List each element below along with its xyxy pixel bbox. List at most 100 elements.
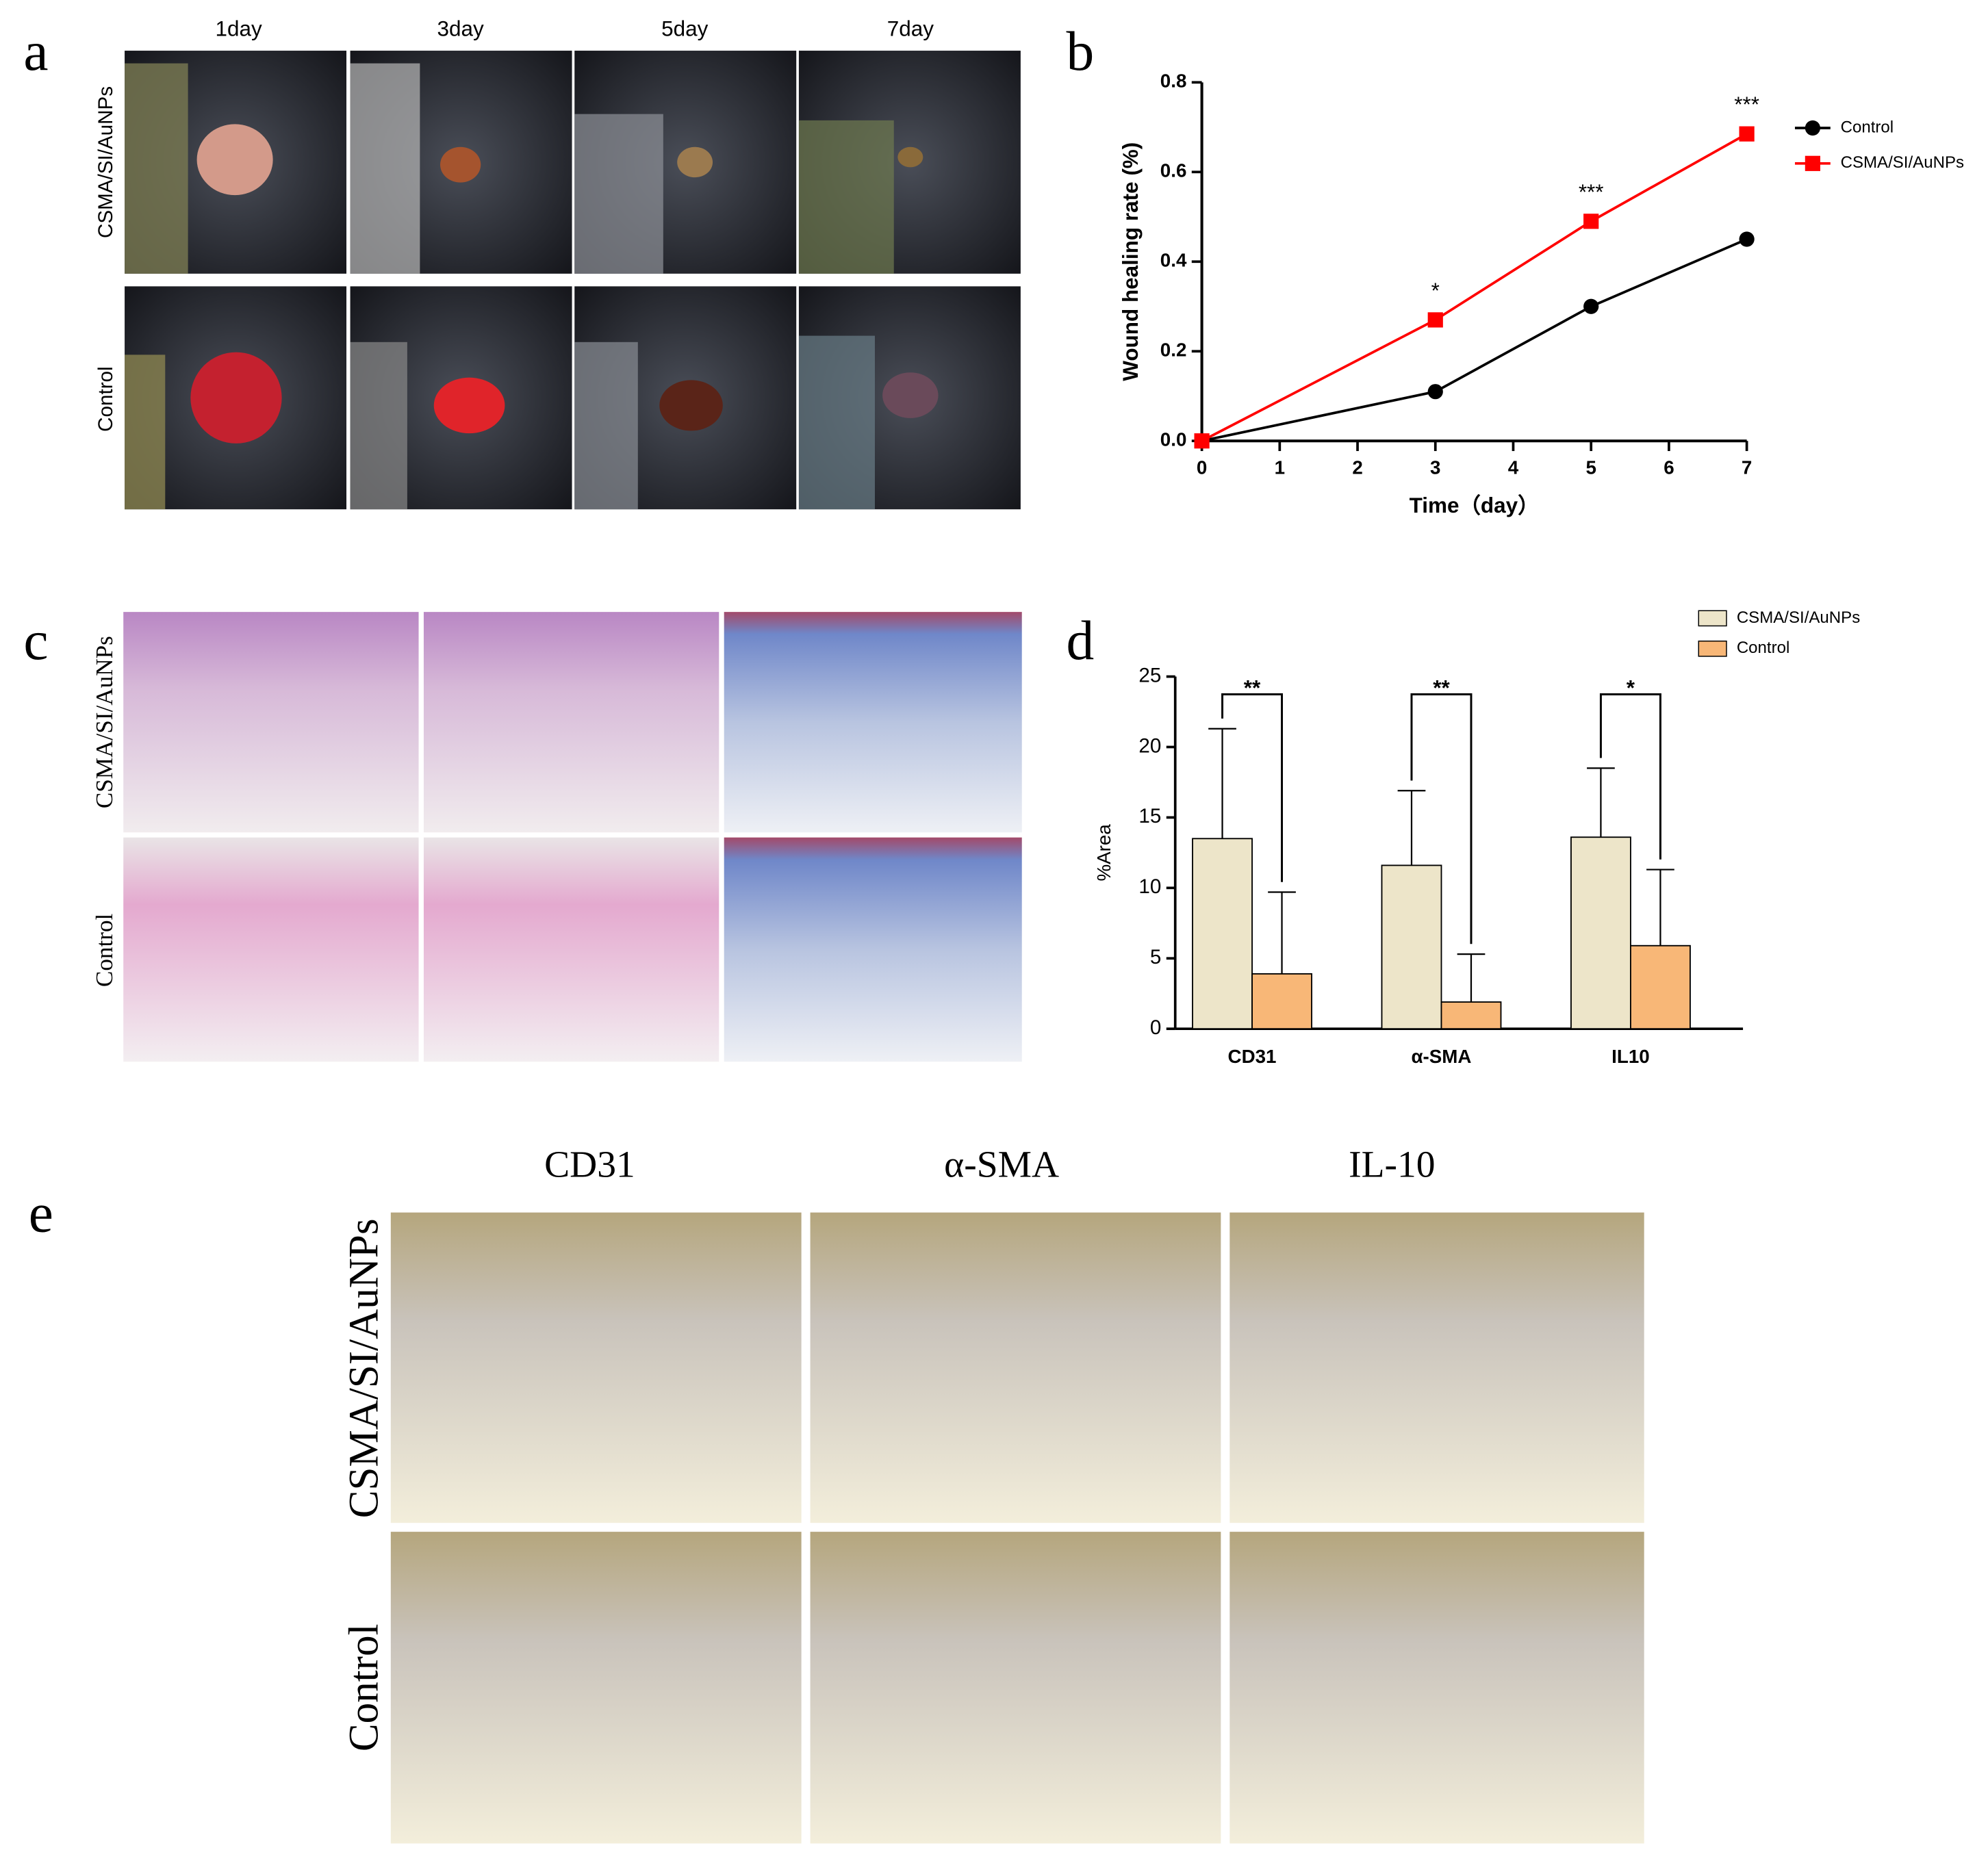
- panel-letter: a: [23, 20, 48, 82]
- y-tick-label: 25: [1138, 664, 1161, 686]
- ruler: [574, 342, 638, 510]
- x-tick-label: 4: [1508, 456, 1519, 478]
- bar: [1570, 836, 1631, 1030]
- y-tick-label: 0.0: [1160, 429, 1187, 450]
- panel-letter: b: [1067, 20, 1095, 82]
- photo: [724, 837, 1022, 1062]
- photo: [123, 837, 419, 1062]
- ruler: [574, 114, 663, 274]
- row-label: Control: [91, 913, 118, 987]
- y-tick-label: 10: [1138, 875, 1161, 898]
- row-label: Control: [94, 366, 117, 431]
- x-tick-label: 2: [1352, 456, 1362, 478]
- legend-label: Control: [1737, 639, 1790, 657]
- significance-bracket: [1410, 693, 1473, 944]
- wound: [677, 146, 713, 178]
- y-tick-label: 5: [1150, 946, 1161, 968]
- photo: [423, 837, 719, 1062]
- wound: [882, 372, 939, 418]
- bar: [1381, 864, 1442, 1030]
- column-label: 7day: [887, 17, 934, 41]
- column-label: α-SMA: [944, 1144, 1059, 1186]
- row-label: CSMA/SI/AuNPs: [342, 1218, 387, 1518]
- legend-marker: [1805, 120, 1820, 136]
- point: [1739, 126, 1755, 142]
- point: [1583, 298, 1599, 314]
- ruler: [125, 63, 188, 274]
- significance: ***: [1734, 92, 1759, 116]
- legend-swatch: [1698, 610, 1727, 627]
- point: [1427, 384, 1443, 400]
- point: [1194, 433, 1210, 449]
- photo: [423, 612, 719, 833]
- photo: [123, 612, 419, 833]
- y-tick-label: 0.4: [1160, 250, 1187, 271]
- significance: *: [1431, 279, 1440, 303]
- x-tick-label: 1: [1275, 456, 1285, 478]
- series-line: [1201, 133, 1748, 442]
- column-label: CD31: [544, 1144, 635, 1186]
- x-tick-label: CD31: [1228, 1046, 1277, 1067]
- column-label: 5day: [661, 17, 709, 41]
- legend-label: CSMA/SI/AuNPs: [1841, 153, 1964, 172]
- y-tick-label: 20: [1138, 734, 1161, 757]
- x-tick-label: 5: [1585, 456, 1596, 478]
- series-line: [1201, 237, 1748, 443]
- y-tick-label: 0.2: [1160, 339, 1187, 361]
- bar: [1630, 944, 1691, 1030]
- x-tick-label: α-SMA: [1411, 1046, 1471, 1067]
- y-tick-label: 0: [1150, 1016, 1161, 1039]
- ruler: [125, 355, 166, 510]
- y-axis-label: Wound healing rate (%): [1119, 142, 1143, 381]
- photo: [1229, 1212, 1644, 1523]
- significance: **: [1244, 676, 1261, 699]
- x-axis-label: Time（day）: [1410, 493, 1540, 517]
- column-label: 1day: [216, 17, 263, 41]
- point: [1427, 312, 1443, 328]
- legend-marker: [1805, 155, 1820, 171]
- point: [1739, 231, 1755, 247]
- point: [1583, 214, 1599, 229]
- row-label: CSMA/SI/AuNPs: [91, 636, 118, 808]
- wound: [897, 146, 923, 168]
- y-tick-label: 0.6: [1160, 160, 1187, 181]
- y-axis-label: %Area: [1093, 824, 1114, 882]
- wound: [440, 146, 481, 183]
- bar: [1192, 838, 1253, 1030]
- x-tick-label: 3: [1430, 456, 1440, 478]
- photo: [390, 1212, 802, 1523]
- ruler: [798, 335, 875, 510]
- bar: [1440, 1001, 1502, 1030]
- legend-label: Control: [1841, 118, 1894, 136]
- panel-letter: c: [23, 609, 48, 671]
- bar: [1251, 973, 1312, 1030]
- x-tick-label: 6: [1664, 456, 1674, 478]
- wound: [659, 380, 723, 431]
- column-label: IL-10: [1349, 1144, 1435, 1186]
- photo: [810, 1212, 1221, 1523]
- row-label: CSMA/SI/AuNPs: [94, 86, 117, 238]
- significance: ***: [1579, 180, 1604, 204]
- ruler: [350, 63, 420, 274]
- column-label: 3day: [437, 17, 485, 41]
- legend-label: CSMA/SI/AuNPs: [1737, 608, 1860, 627]
- significance: *: [1627, 676, 1635, 699]
- row-label: Control: [342, 1624, 387, 1752]
- x-tick-label: IL10: [1611, 1046, 1650, 1067]
- photo: [724, 612, 1022, 833]
- x-tick-label: 0: [1197, 456, 1207, 478]
- significance: **: [1433, 676, 1450, 699]
- photo: [390, 1532, 802, 1844]
- y-tick-label: 15: [1138, 805, 1161, 827]
- panel-letter: d: [1067, 609, 1095, 671]
- y-tick-label: 0.8: [1160, 70, 1187, 92]
- ruler: [798, 120, 894, 274]
- wound: [196, 124, 273, 196]
- panel-letter: e: [29, 1182, 53, 1244]
- significance-bracket: [1221, 693, 1284, 882]
- photo: [1229, 1532, 1644, 1844]
- legend-swatch: [1698, 640, 1727, 657]
- wound: [433, 377, 505, 434]
